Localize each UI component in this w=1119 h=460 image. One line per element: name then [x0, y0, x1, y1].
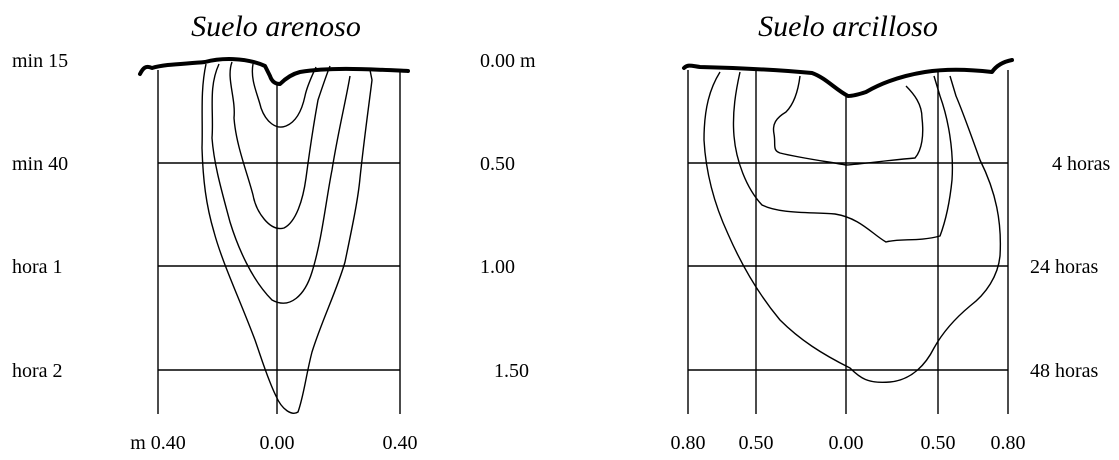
clay-xtick-right: 0.50: [921, 432, 956, 454]
time-label-4h: 4 horas: [1052, 153, 1111, 175]
depth-label-150: 1.50: [494, 360, 529, 382]
sandy-front-min40: [229, 61, 331, 230]
sandy-soil-panel: Suelo arenoso min 15 min 40 hora 1 hora …: [12, 10, 418, 454]
time-label-min15: min 15: [12, 50, 68, 72]
clay-grid: [687, 70, 1009, 414]
time-label-48h: 48 horas: [1030, 360, 1099, 382]
sandy-xtick-center: 0.00: [260, 432, 295, 454]
depth-scale: 0.00 m 0.50 1.00 1.50: [480, 50, 536, 382]
sandy-front-min15: [251, 63, 317, 128]
sandy-xtick-right: 0.40: [383, 432, 418, 454]
sandy-soil-title: Suelo arenoso: [191, 10, 361, 43]
clay-xtick-far-left: 0.80: [671, 432, 706, 454]
clay-xtick-left: 0.50: [739, 432, 774, 454]
clay-front-24h: [732, 71, 954, 243]
sandy-wetting-fronts: [201, 61, 373, 414]
clay-x-ticks: 0.80 0.50 0.00 0.50 0.80: [671, 432, 1026, 454]
depth-label-100: 1.00: [480, 256, 515, 278]
sandy-grid: [157, 70, 401, 414]
time-label-24h: 24 horas: [1030, 256, 1099, 278]
clay-soil-title: Suelo arcilloso: [758, 10, 938, 43]
sandy-soil-surface: [138, 57, 410, 86]
clay-front-48h: [703, 71, 1002, 384]
depth-label-050: 0.50: [480, 153, 515, 175]
sandy-time-labels: min 15 min 40 hora 1 hora 2: [12, 50, 68, 382]
sandy-front-hora2: [201, 63, 373, 414]
clay-wetting-fronts: [703, 71, 1002, 384]
clay-time-labels: 4 horas 24 horas 48 horas: [1030, 153, 1111, 382]
clay-xtick-far-right: 0.80: [991, 432, 1026, 454]
time-label-hora2: hora 2: [12, 360, 63, 382]
clay-xtick-center: 0.00: [829, 432, 864, 454]
clay-soil-surface: [682, 58, 1014, 98]
sandy-x-ticks: m 0.40 0.00 0.40: [130, 432, 417, 454]
sandy-xtick-left: m 0.40: [130, 432, 186, 454]
clay-soil-panel: Suelo arcilloso 4 horas 24 horas 48 hora…: [671, 10, 1111, 454]
time-label-hora1: hora 1: [12, 256, 63, 278]
sandy-front-hora1: [211, 63, 351, 304]
time-label-min40: min 40: [12, 153, 68, 175]
clay-front-4h: [772, 75, 924, 166]
depth-label-0: 0.00 m: [480, 50, 536, 72]
